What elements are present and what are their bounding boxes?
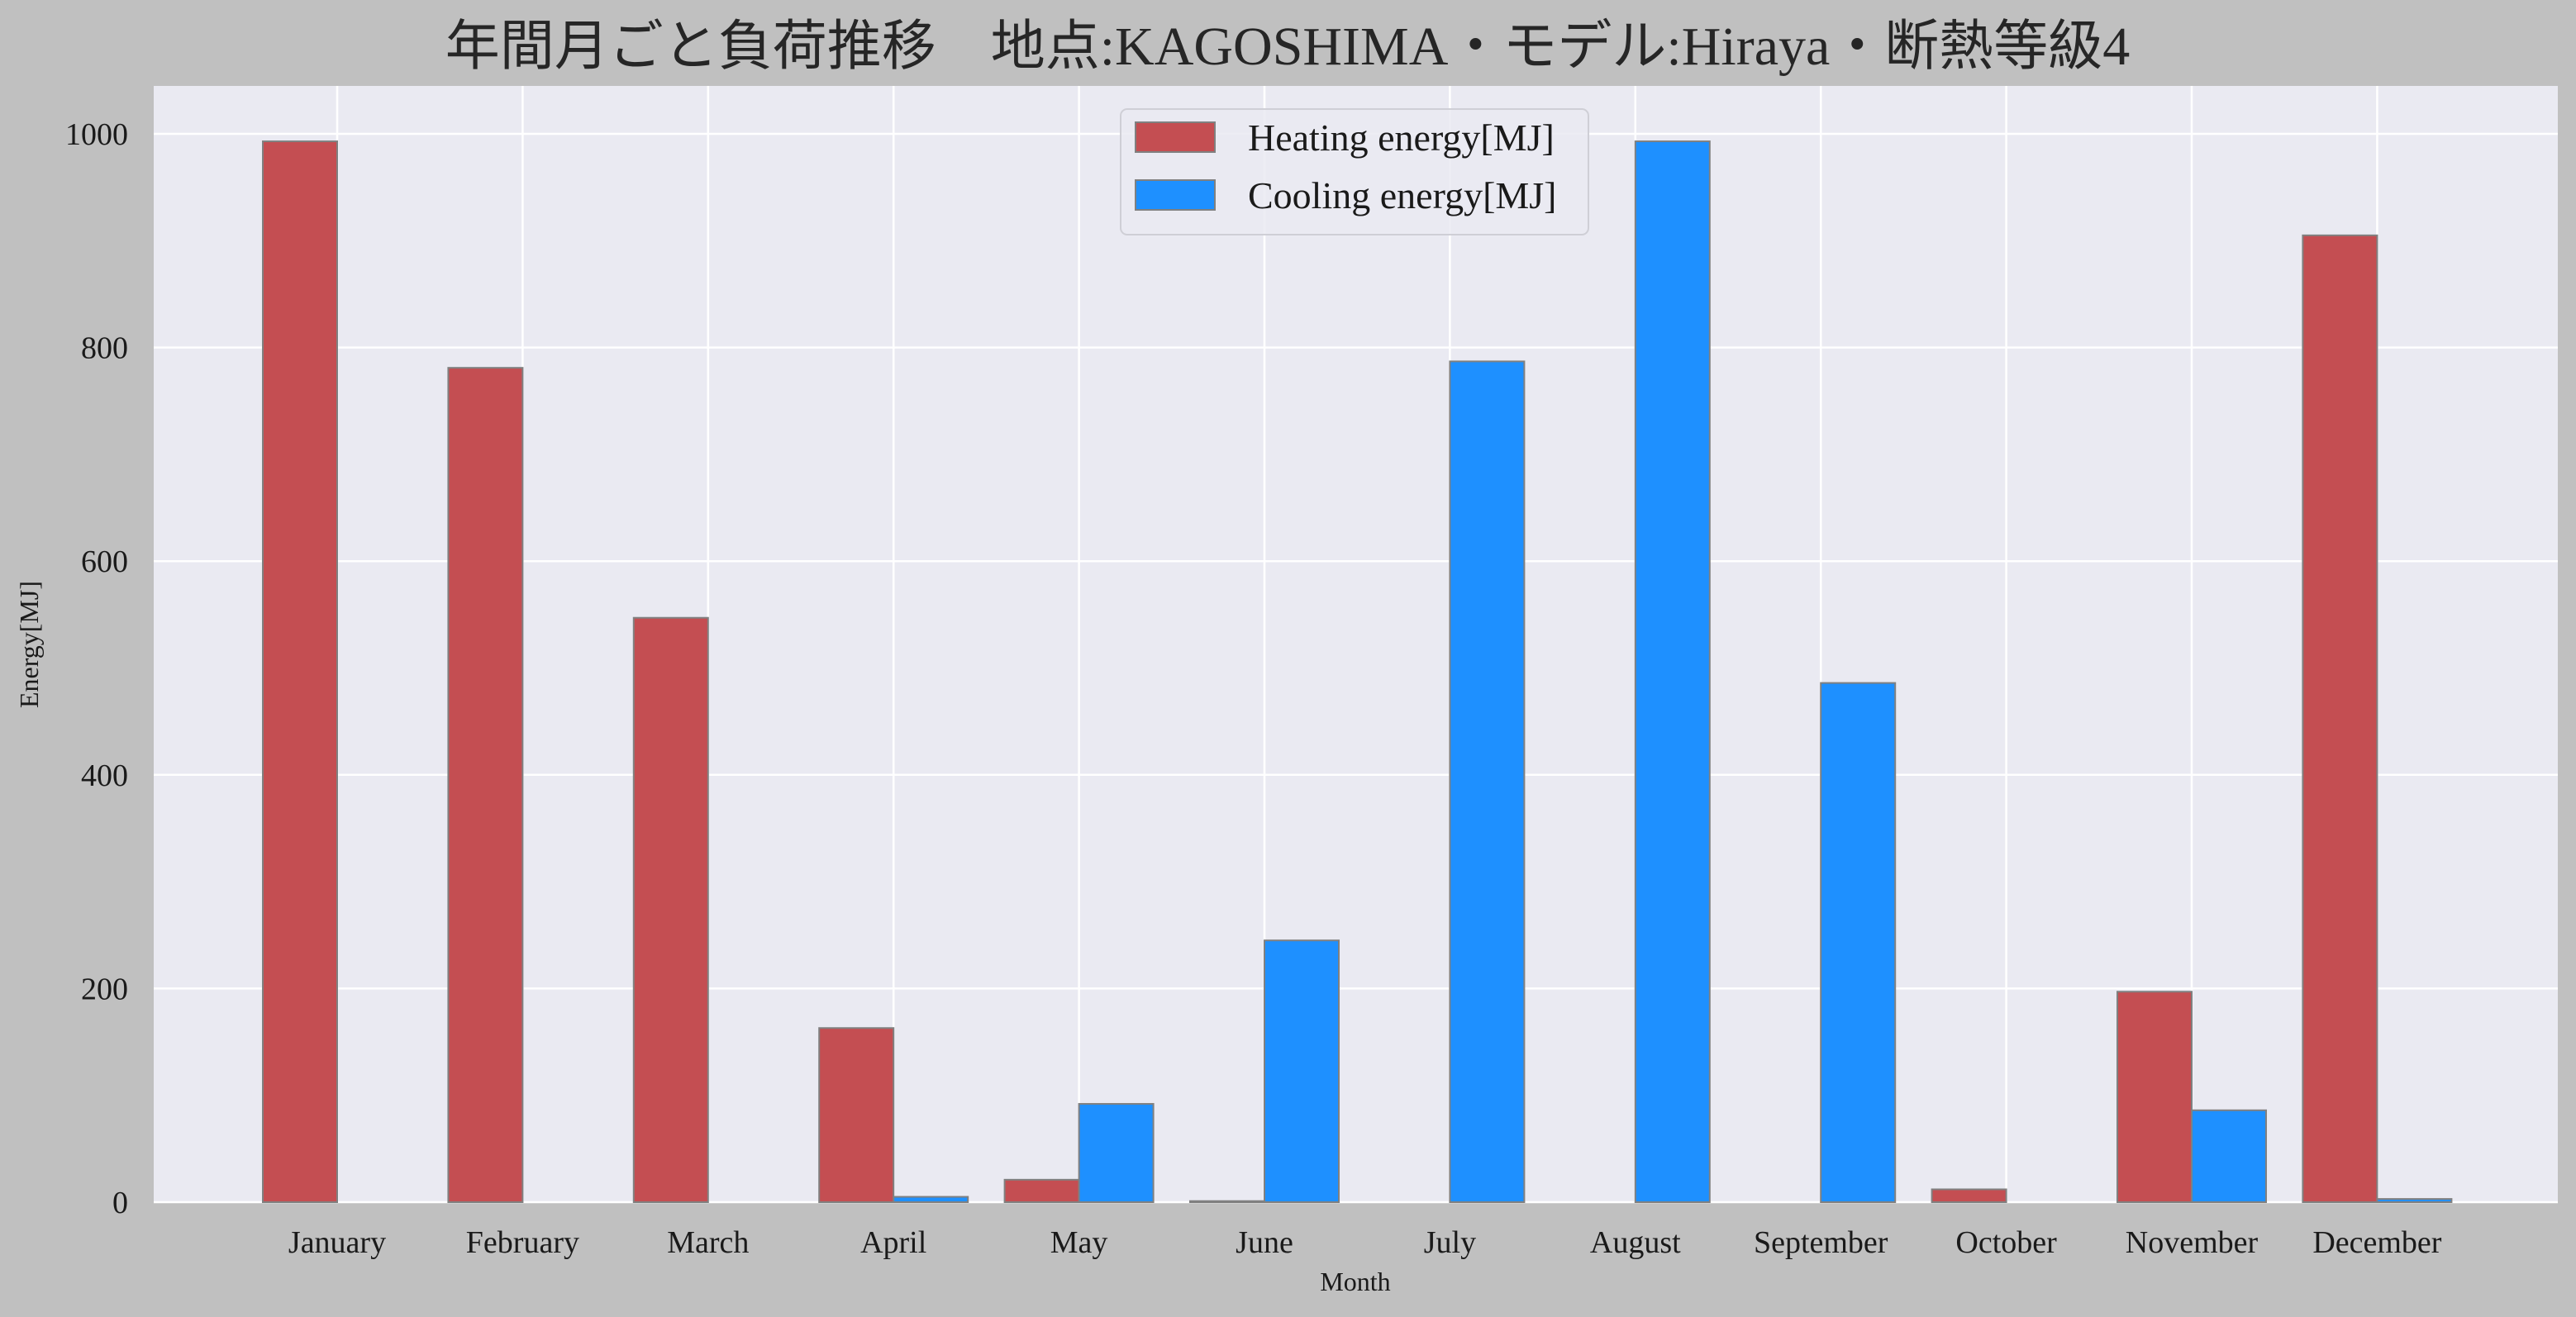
y-tick-label: 0: [112, 1186, 128, 1220]
heating-bar-november: [2117, 991, 2192, 1202]
heating-bar-december: [2302, 235, 2377, 1202]
x-tick-label: April: [860, 1225, 926, 1260]
y-tick-label: 200: [81, 972, 128, 1006]
y-tick-label: 800: [81, 331, 128, 366]
legend-label: Cooling energy[MJ]: [1248, 174, 1557, 216]
x-tick-label: January: [288, 1225, 386, 1260]
x-tick-label: June: [1236, 1225, 1293, 1260]
y-tick-label: 400: [81, 758, 128, 793]
heating-bar-october: [1932, 1189, 2007, 1202]
heating-bar-march: [634, 618, 708, 1202]
cooling-bar-november: [2192, 1110, 2266, 1202]
x-tick-label: September: [1754, 1225, 1888, 1260]
cooling-bar-august: [1636, 141, 1710, 1202]
chart-title: 年間月ごと負荷推移 地点:KAGOSHIMA・モデル:Hiraya・断熱等級4: [445, 17, 2131, 77]
x-tick-label: December: [2312, 1225, 2441, 1260]
cooling-bar-september: [1821, 683, 1895, 1202]
heating-bar-january: [263, 141, 337, 1202]
x-tick-label: May: [1050, 1225, 1108, 1260]
heating-bar-february: [448, 368, 522, 1202]
y-tick-label: 600: [81, 544, 128, 579]
x-axis-label: Month: [1320, 1267, 1390, 1296]
x-tick-label: November: [2126, 1225, 2259, 1260]
x-tick-label: February: [466, 1225, 579, 1260]
cooling-bar-june: [1264, 940, 1339, 1202]
cooling-bar-july: [1450, 361, 1524, 1202]
cooling-bar-december: [2377, 1199, 2451, 1202]
heating-bar-june: [1190, 1201, 1264, 1202]
x-axis-ticks: January February March April May June July Augu…: [288, 1225, 2442, 1260]
x-tick-label: October: [1955, 1225, 2057, 1260]
heating-bar-may: [1005, 1180, 1079, 1202]
y-tick-label: 1000: [65, 117, 128, 152]
legend-swatch: [1136, 180, 1215, 210]
x-tick-label: July: [1424, 1225, 1476, 1260]
legend-label: Heating energy[MJ]: [1248, 116, 1555, 159]
x-tick-label: March: [667, 1225, 749, 1260]
x-tick-label: August: [1590, 1225, 1681, 1260]
legend-swatch: [1136, 122, 1215, 152]
y-axis-ticks: 0 200 400 600 800 1000: [65, 117, 128, 1220]
cooling-bar-april: [893, 1197, 968, 1202]
y-axis-label: Energy[MJ]: [14, 581, 44, 708]
legend: Heating energy[MJ] Cooling energy[MJ]: [1121, 109, 1588, 235]
heating-bar-april: [819, 1028, 893, 1202]
cooling-bar-may: [1079, 1104, 1154, 1202]
